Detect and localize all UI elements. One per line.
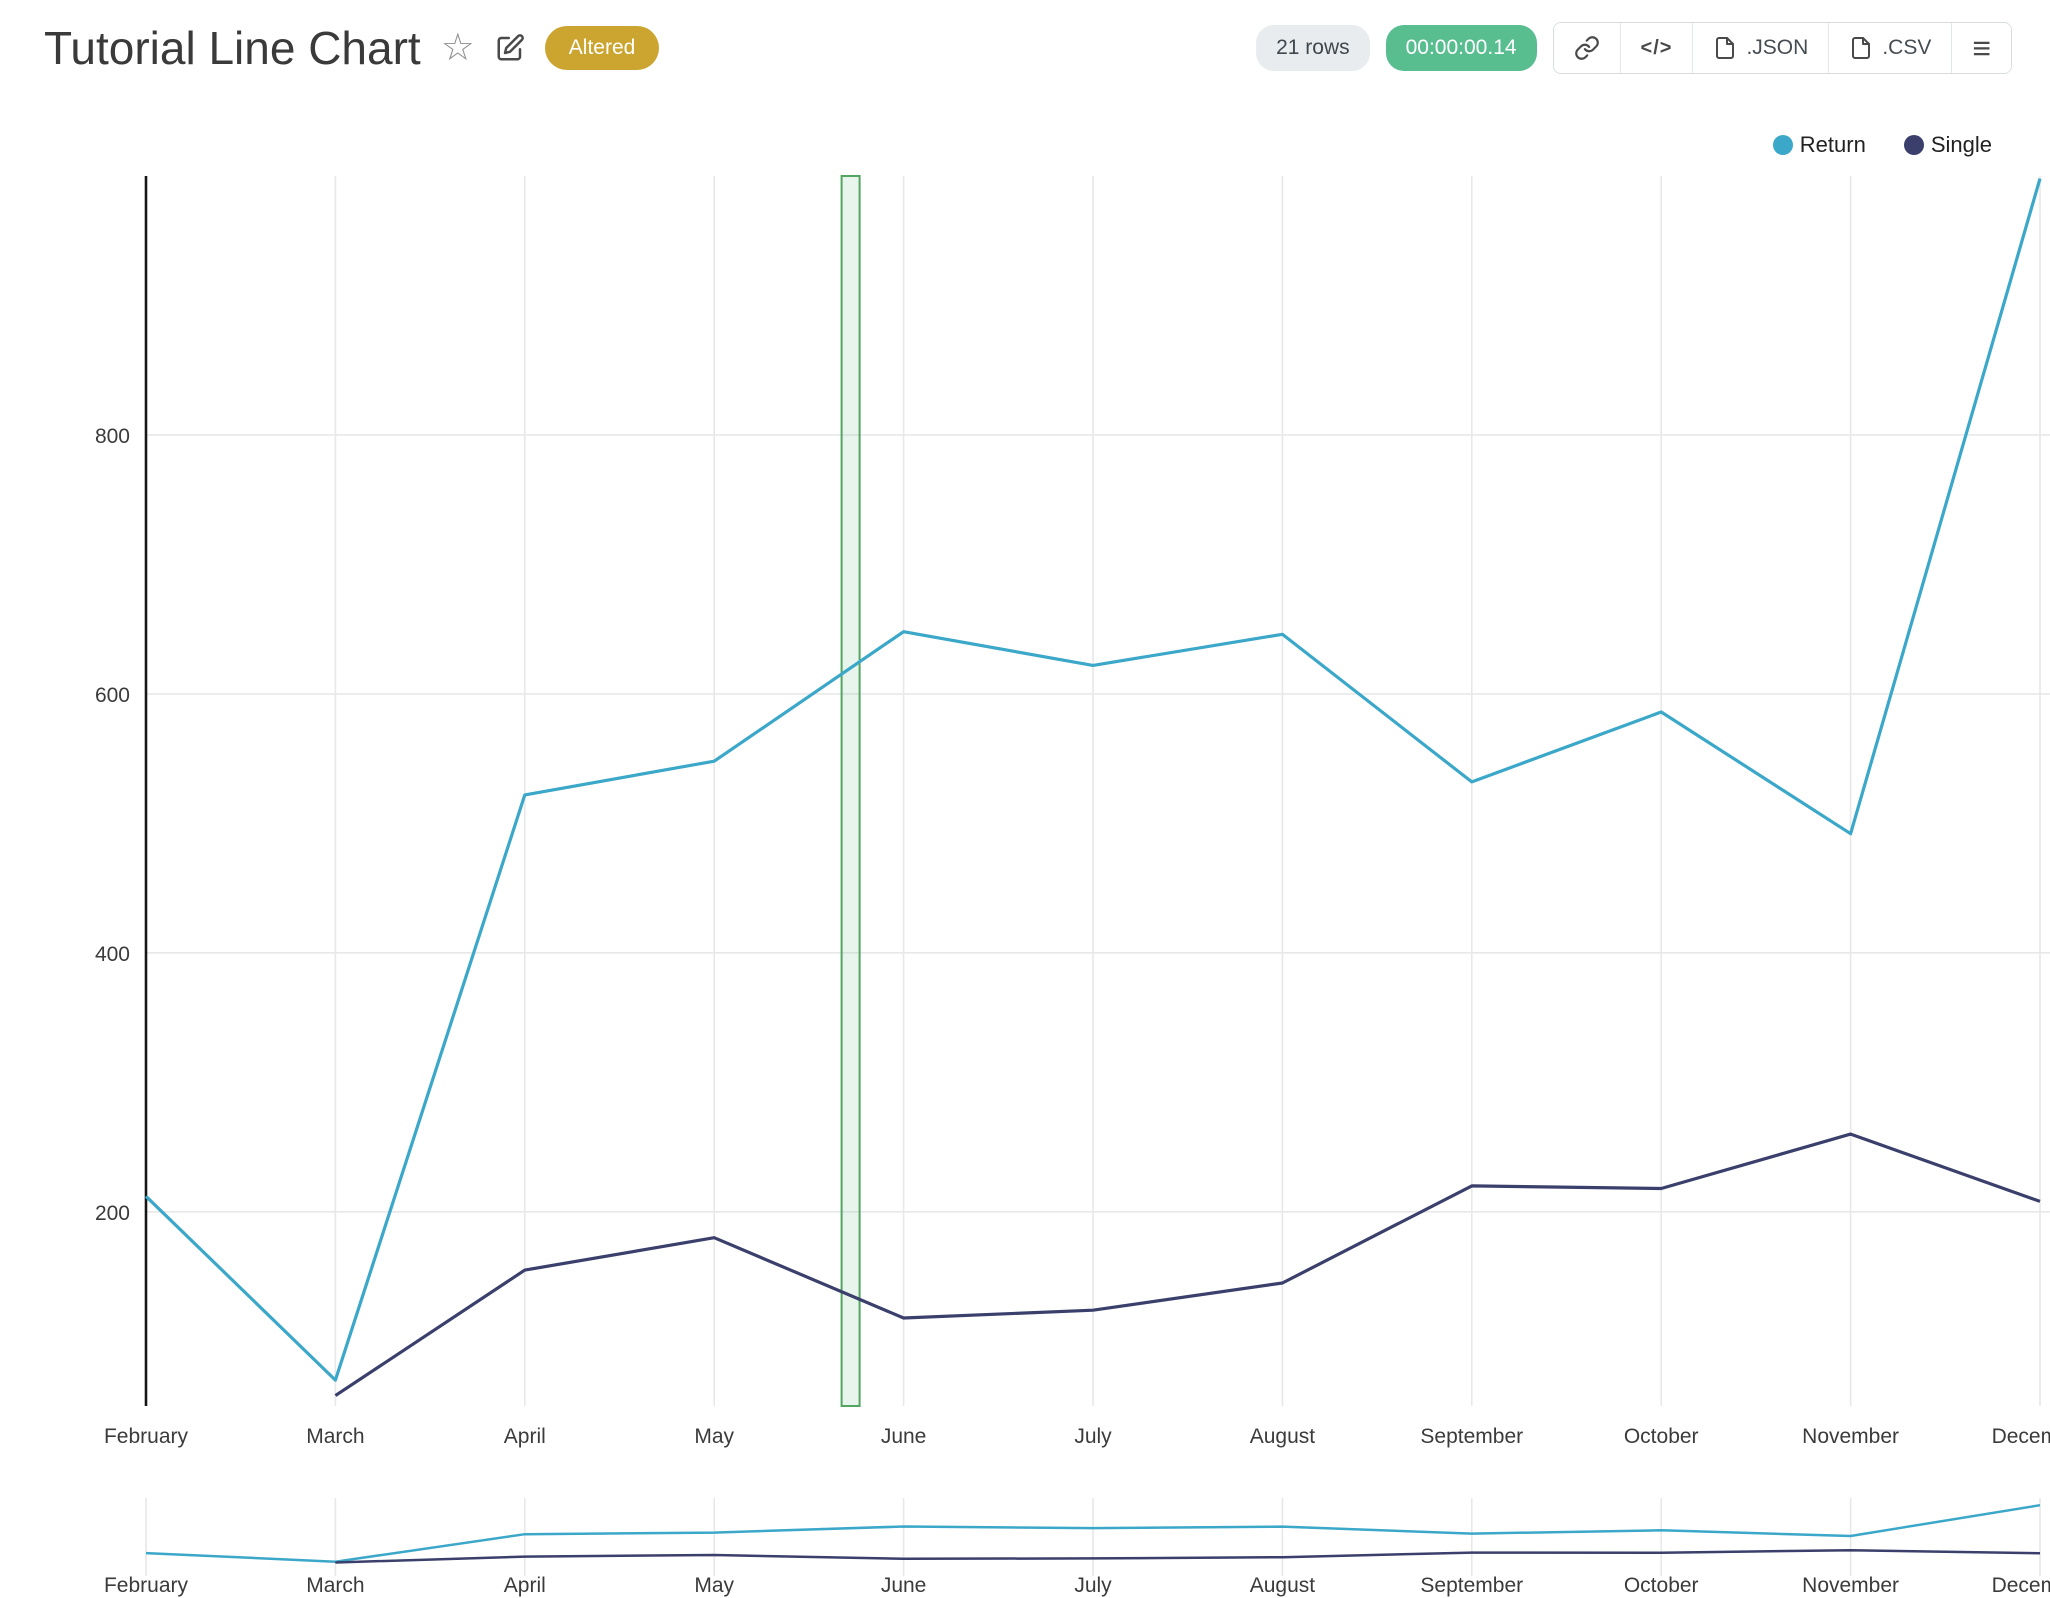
result-toolbar: 21 rows 00:00:00.14 </> .JSON <box>1256 22 2012 74</box>
code-icon: </> <box>1640 36 1673 59</box>
y-axis-label: 200 <box>95 1202 130 1225</box>
file-json-icon <box>1716 37 1735 59</box>
x-axis-label: February <box>104 1425 189 1448</box>
mini-x-axis-label: December <box>1992 1574 2050 1597</box>
x-axis-label: June <box>881 1425 927 1448</box>
x-axis-label: November <box>1802 1425 1899 1448</box>
series-line-return[interactable] <box>144 178 2042 1382</box>
edit-icon[interactable] <box>495 33 525 63</box>
menu-icon: ≡ <box>1972 30 1991 66</box>
file-csv-icon <box>1852 37 1871 59</box>
mini-x-axis-label: July <box>1074 1574 1112 1597</box>
json-export-button[interactable]: .JSON <box>1692 23 1829 73</box>
x-axis-label: October <box>1624 1425 1699 1448</box>
series-line-single[interactable] <box>334 1132 2041 1397</box>
mini-x-axis-label: March <box>306 1574 364 1597</box>
legend-item-single[interactable]: Single <box>1903 132 1992 158</box>
star-icon[interactable]: ☆ <box>440 27 475 69</box>
mini-series-line-single[interactable] <box>335 1548 2041 1564</box>
chart-legend: Return Single <box>1772 132 1992 158</box>
altered-badge: Altered <box>544 26 660 70</box>
csv-label: .CSV <box>1882 36 1932 59</box>
page-title: Tutorial Line Chart <box>44 21 421 74</box>
link-icon <box>1574 36 1599 60</box>
mini-x-axis-label: June <box>881 1574 927 1597</box>
y-axis-label: 800 <box>95 425 130 448</box>
y-axis-label: 600 <box>95 684 130 707</box>
legend-label-return: Return <box>1799 132 1866 157</box>
legend-dot-return <box>1772 135 1793 155</box>
mini-x-axis-label: May <box>694 1574 734 1597</box>
runtime-pill: 00:00:00.14 <box>1385 25 1537 71</box>
link-button[interactable] <box>1553 23 1620 73</box>
csv-export-button[interactable]: .CSV <box>1828 23 1952 73</box>
row-count-pill: 21 rows <box>1256 25 1370 71</box>
mini-x-axis-label: August <box>1250 1574 1316 1597</box>
mini-x-axis-label: October <box>1624 1574 1699 1597</box>
x-axis-label: May <box>694 1425 734 1448</box>
x-axis-label: August <box>1250 1425 1316 1448</box>
legend-dot-single <box>1903 135 1924 155</box>
x-axis-label: April <box>504 1425 546 1448</box>
legend-label-single: Single <box>1930 132 1992 157</box>
x-axis-label: December <box>1992 1425 2050 1448</box>
legend-item-return[interactable]: Return <box>1772 132 1866 158</box>
x-axis-label: July <box>1074 1425 1112 1448</box>
toolbar: Tutorial Line Chart ☆ Altered 21 rows 00… <box>44 22 2012 74</box>
y-axis-label: 400 <box>95 943 130 966</box>
mini-x-axis-label: November <box>1802 1574 1899 1597</box>
json-label: .JSON <box>1746 36 1809 59</box>
mini-x-axis-label: February <box>104 1574 189 1597</box>
code-button[interactable]: </> <box>1619 23 1693 73</box>
highlight-band[interactable] <box>840 175 861 1407</box>
mini-x-axis-label: April <box>504 1574 546 1597</box>
x-axis-label: March <box>306 1425 364 1448</box>
mini-x-axis-label: September <box>1420 1574 1523 1597</box>
x-axis-label: September <box>1420 1425 1523 1448</box>
menu-button[interactable]: ≡ <box>1951 23 2011 73</box>
export-button-group: </> .JSON .CSV ≡ <box>1552 22 2012 74</box>
mini-series-line-return[interactable] <box>145 1503 2041 1563</box>
title-area: Tutorial Line Chart ☆ Altered <box>44 21 660 74</box>
